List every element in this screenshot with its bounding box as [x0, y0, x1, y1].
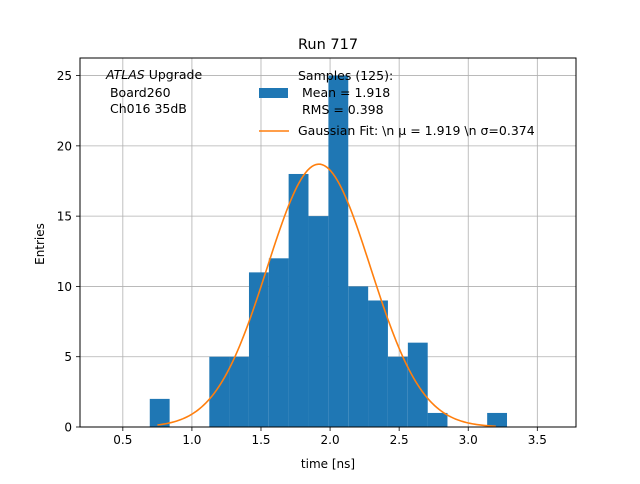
plot-frame: [79, 57, 577, 428]
histogram-bar: [487, 412, 508, 427]
x-axis-ticks: 0.5 1.0 1.5 2.0 2.5 3.0 3.5: [113, 427, 547, 447]
x-tick-label: 3.0: [459, 433, 478, 447]
histogram-bar: [348, 286, 369, 427]
histogram-bar: [229, 356, 249, 427]
y-tick-label: 10: [57, 280, 72, 294]
histogram-bar: [368, 300, 388, 427]
gaussian-fit: [157, 163, 496, 428]
legend-swatch-samples: [259, 88, 288, 98]
annotation-atlas: ATLAS: [105, 67, 145, 82]
x-tick-label: 1.0: [182, 433, 201, 447]
x-tick-label: 1.5: [251, 433, 270, 447]
histogram-bar: [387, 356, 408, 427]
legend-samples-line: Samples (125):: [298, 68, 393, 83]
histogram-bar: [308, 216, 329, 427]
histogram-bar: [288, 173, 309, 427]
histogram-bar: [268, 258, 289, 427]
y-axis-label: Entries: [33, 223, 47, 265]
legend-label-fit: Gaussian Fit: \n μ = 1.919 \n σ=0.374: [298, 123, 535, 138]
histogram-bars: [149, 75, 508, 428]
fit-curve: [157, 163, 496, 428]
histogram-bar: [427, 412, 448, 427]
x-tick-label: 3.5: [528, 433, 547, 447]
atlas-annotation: ATLAS Upgrade Board260 Ch016 35dB: [105, 67, 202, 116]
histogram-bar: [328, 75, 349, 428]
y-tick-label: 0: [64, 421, 72, 435]
legend-label-samples: Samples (125): Mean = 1.918 RMS = 0.398: [298, 68, 393, 117]
y-tick-label: 5: [64, 350, 72, 364]
annotation-line-1: ATLAS Upgrade: [105, 67, 202, 82]
histogram-bar: [248, 272, 269, 427]
x-tick-label: 2.0: [321, 433, 340, 447]
annotation-line-3: Ch016 35dB: [106, 101, 187, 116]
y-tick-label: 20: [57, 139, 72, 153]
legend: Samples (125): Mean = 1.918 RMS = 0.398 G…: [259, 68, 535, 138]
histogram-bar: [149, 398, 170, 427]
annotation-line-2: Board260: [106, 85, 171, 100]
legend-samples-line: RMS = 0.398: [298, 102, 384, 117]
y-tick-label: 25: [57, 69, 72, 83]
histogram-bar: [209, 356, 230, 427]
annotation-upgrade: Upgrade: [145, 67, 203, 82]
x-tick-label: 0.5: [113, 433, 132, 447]
axes: [79, 57, 577, 428]
x-axis-label: time [ns]: [301, 457, 355, 471]
y-axis-ticks: 0 5 10 15 20 25: [57, 69, 80, 435]
legend-samples-line: Mean = 1.918: [298, 85, 390, 100]
x-tick-label: 2.5: [390, 433, 409, 447]
y-tick-label: 15: [57, 210, 72, 224]
chart-title: Run 717: [298, 37, 358, 53]
